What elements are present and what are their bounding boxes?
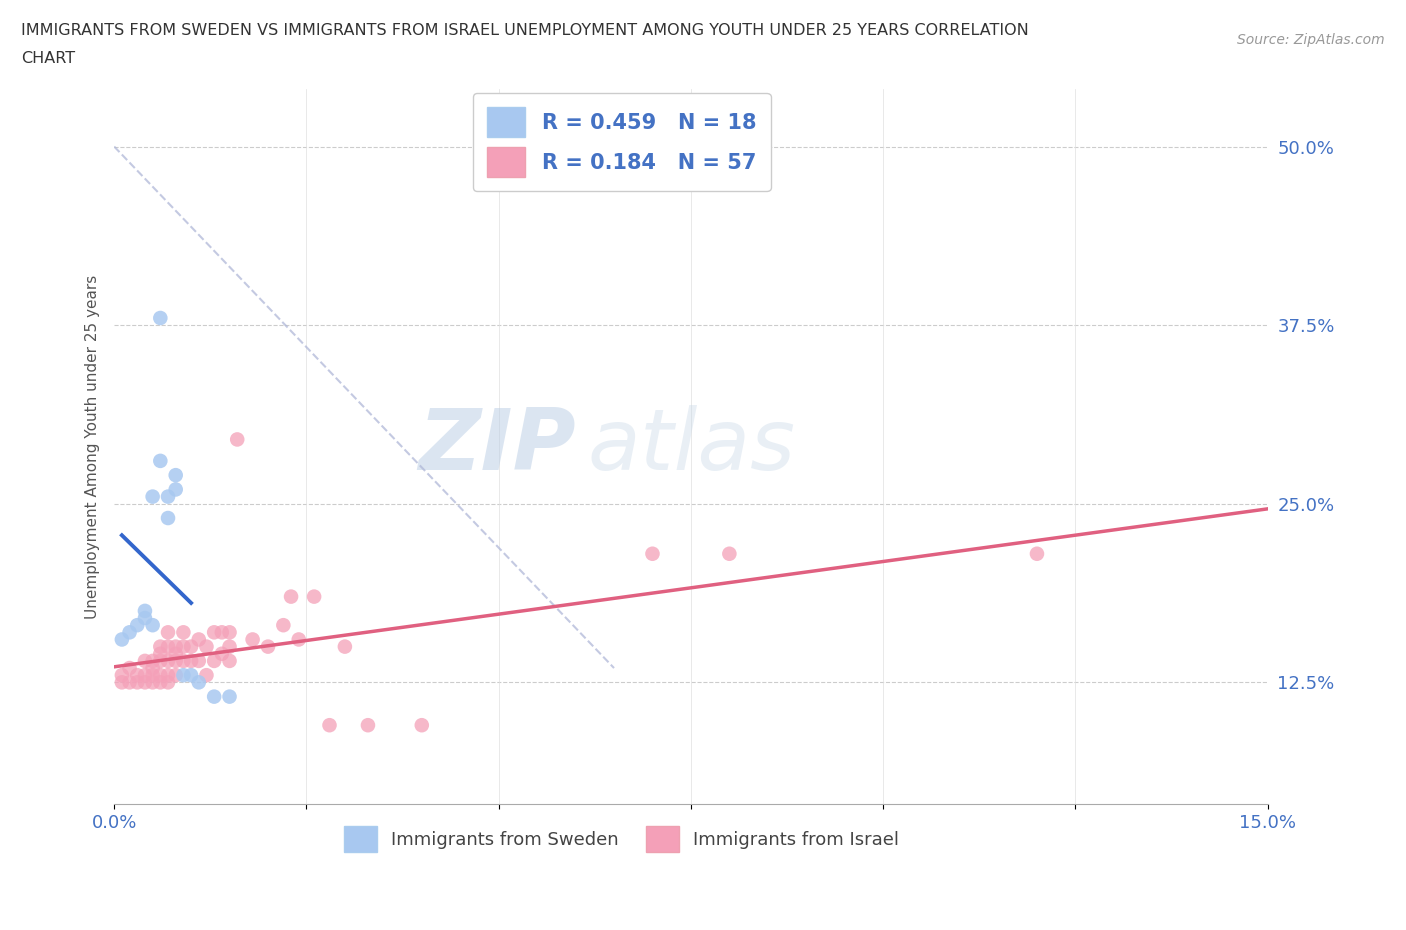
Point bbox=[211, 646, 233, 661]
Point bbox=[211, 625, 233, 640]
Point bbox=[142, 489, 165, 504]
Text: Source: ZipAtlas.com: Source: ZipAtlas.com bbox=[1237, 33, 1385, 46]
Point bbox=[718, 546, 741, 561]
Point bbox=[257, 639, 280, 654]
Point bbox=[142, 660, 165, 675]
Point bbox=[165, 646, 187, 661]
Point bbox=[165, 654, 187, 669]
Point bbox=[118, 625, 141, 640]
Text: CHART: CHART bbox=[21, 51, 75, 66]
Point bbox=[242, 632, 264, 647]
Point bbox=[202, 689, 225, 704]
Point bbox=[318, 718, 340, 733]
Point bbox=[180, 639, 202, 654]
Point bbox=[157, 668, 180, 683]
Point bbox=[218, 625, 240, 640]
Point bbox=[149, 668, 172, 683]
Point bbox=[134, 611, 156, 626]
Point bbox=[218, 654, 240, 669]
Point bbox=[165, 668, 187, 683]
Point bbox=[127, 618, 149, 632]
Point bbox=[172, 668, 194, 683]
Point bbox=[111, 632, 134, 647]
Point bbox=[302, 590, 325, 604]
Point bbox=[157, 639, 180, 654]
Point bbox=[157, 675, 180, 690]
Point bbox=[218, 689, 240, 704]
Text: IMMIGRANTS FROM SWEDEN VS IMMIGRANTS FROM ISRAEL UNEMPLOYMENT AMONG YOUTH UNDER : IMMIGRANTS FROM SWEDEN VS IMMIGRANTS FRO… bbox=[21, 23, 1029, 38]
Point bbox=[641, 546, 664, 561]
Point bbox=[202, 625, 225, 640]
Point bbox=[142, 654, 165, 669]
Point bbox=[187, 675, 209, 690]
Point bbox=[127, 675, 149, 690]
Text: ZIP: ZIP bbox=[418, 405, 575, 488]
Point bbox=[149, 639, 172, 654]
Point bbox=[149, 311, 172, 325]
Point bbox=[195, 639, 218, 654]
Point bbox=[142, 668, 165, 683]
Point bbox=[333, 639, 356, 654]
Point bbox=[180, 654, 202, 669]
Point bbox=[134, 654, 156, 669]
Y-axis label: Unemployment Among Youth under 25 years: Unemployment Among Youth under 25 years bbox=[86, 274, 100, 618]
Point bbox=[118, 660, 141, 675]
Text: atlas: atlas bbox=[588, 405, 796, 488]
Point bbox=[157, 489, 180, 504]
Point bbox=[134, 604, 156, 618]
Legend: Immigrants from Sweden, Immigrants from Israel: Immigrants from Sweden, Immigrants from … bbox=[337, 819, 907, 859]
Point bbox=[157, 511, 180, 525]
Point bbox=[226, 432, 249, 447]
Point bbox=[172, 625, 194, 640]
Point bbox=[273, 618, 295, 632]
Point bbox=[127, 668, 149, 683]
Point bbox=[142, 618, 165, 632]
Point bbox=[218, 639, 240, 654]
Point bbox=[149, 654, 172, 669]
Point bbox=[111, 675, 134, 690]
Point bbox=[142, 675, 165, 690]
Point bbox=[134, 675, 156, 690]
Point bbox=[195, 668, 218, 683]
Point bbox=[149, 454, 172, 469]
Point bbox=[118, 675, 141, 690]
Point bbox=[187, 632, 209, 647]
Point bbox=[134, 668, 156, 683]
Point bbox=[287, 632, 309, 647]
Point bbox=[180, 668, 202, 683]
Point bbox=[1026, 546, 1049, 561]
Point bbox=[357, 718, 380, 733]
Point bbox=[411, 718, 433, 733]
Point bbox=[165, 639, 187, 654]
Point bbox=[111, 668, 134, 683]
Point bbox=[165, 482, 187, 497]
Point bbox=[149, 675, 172, 690]
Point bbox=[165, 468, 187, 483]
Point bbox=[157, 625, 180, 640]
Point bbox=[187, 654, 209, 669]
Point bbox=[280, 590, 302, 604]
Point bbox=[172, 639, 194, 654]
Point bbox=[172, 654, 194, 669]
Point bbox=[149, 646, 172, 661]
Point bbox=[157, 654, 180, 669]
Point bbox=[202, 654, 225, 669]
